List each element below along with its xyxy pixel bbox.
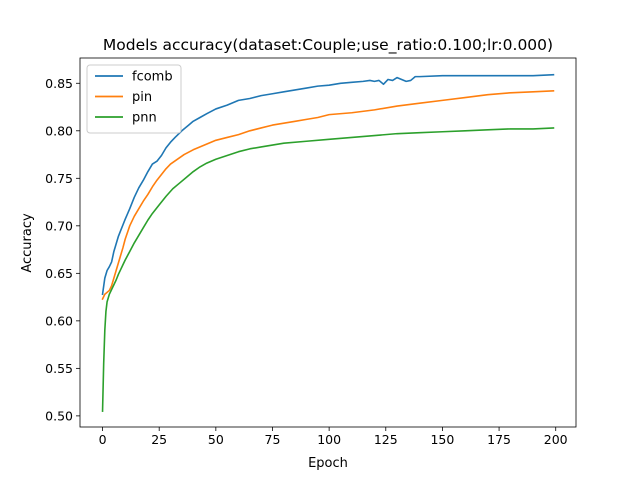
x-tick-label: 100 [317,432,341,447]
x-axis-label: Epoch [308,456,348,471]
x-tick-label: 150 [430,432,454,447]
legend: fcomb pin pnn [86,64,182,134]
legend-label-pnn: pnn [132,111,157,126]
legend-box [86,64,182,134]
x-tick-label: 200 [544,432,568,447]
y-tick-label: 0.50 [45,408,73,423]
x-tick-label: 50 [208,432,224,447]
y-tick-label: 0.85 [45,76,73,91]
series-line-fcomb [101,73,555,296]
series-line-pin [101,90,555,301]
y-axis-label: Accuracy [20,213,35,273]
x-tick-label: 25 [151,432,167,447]
y-tick-label: 0.65 [45,266,73,281]
plot-lines [101,73,555,412]
legend-label-pin: pin [132,90,152,105]
x-axis-ticks: 0 25 50 75 100 125 150 175 200 [99,427,568,447]
y-tick-label: 0.70 [45,218,73,233]
y-tick-label: 0.75 [45,171,73,186]
x-tick-label: 125 [374,432,398,447]
x-tick-label: 175 [487,432,511,447]
y-tick-label: 0.55 [45,361,73,376]
x-tick-label: 75 [265,432,281,447]
x-tick-label: 0 [99,432,107,447]
chart-title: Models accuracy(dataset:Couple;use_ratio… [103,36,553,55]
y-tick-label: 0.60 [45,313,73,328]
plot-frame [79,57,577,428]
y-tick-label: 0.80 [45,123,73,138]
y-axis-ticks: 0.50 0.55 0.60 0.65 0.70 0.75 0.80 0.85 [45,76,80,423]
legend-label-fcomb: fcomb [132,70,173,85]
series-line-pnn [101,127,555,412]
